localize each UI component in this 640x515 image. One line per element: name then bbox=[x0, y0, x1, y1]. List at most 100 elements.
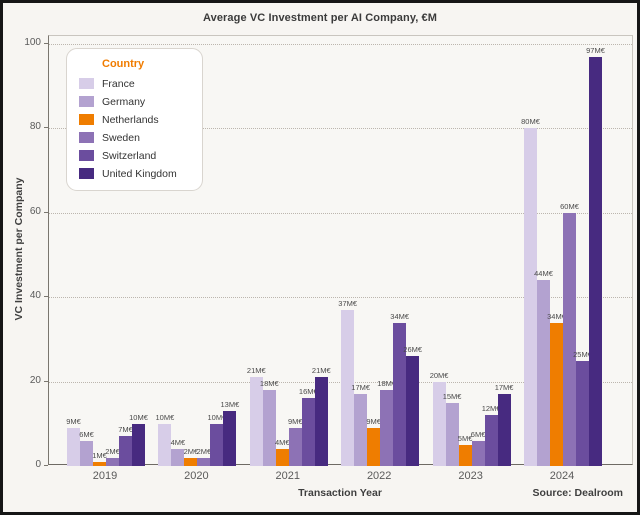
legend-swatch bbox=[79, 78, 94, 89]
bar bbox=[119, 436, 132, 466]
x-tick-label: 2020 bbox=[184, 470, 209, 482]
bar bbox=[432, 381, 446, 466]
bar-value-label: 18M€ bbox=[259, 379, 279, 389]
bar bbox=[458, 444, 472, 466]
legend-swatch bbox=[79, 96, 94, 107]
legend-item-label: Germany bbox=[102, 95, 146, 108]
bar bbox=[301, 398, 315, 466]
bar bbox=[497, 394, 511, 466]
bar bbox=[354, 394, 368, 466]
y-axis-title: VC Investment per Company bbox=[13, 177, 25, 321]
bar-value-label: 9M€ bbox=[366, 417, 381, 427]
bar-value-label: 2M€ bbox=[105, 446, 120, 456]
legend-swatch bbox=[79, 132, 94, 143]
legend-swatch bbox=[79, 168, 94, 179]
bar bbox=[158, 423, 172, 466]
gridline bbox=[49, 44, 632, 45]
chart-title: Average VC Investment per AI Company, €M bbox=[202, 12, 438, 24]
bar-value-label: 18M€ bbox=[377, 379, 397, 389]
legend-item: Switzerland bbox=[79, 149, 192, 162]
bar bbox=[589, 56, 602, 466]
bar bbox=[550, 322, 563, 466]
y-tick-label: 60 bbox=[29, 205, 41, 217]
bar-value-label: 5M€ bbox=[457, 433, 473, 443]
bar-value-label: 2M€ bbox=[196, 446, 212, 456]
bar-value-label: 2M€ bbox=[183, 446, 199, 456]
legend-swatch bbox=[79, 114, 94, 125]
y-tick-mark bbox=[44, 380, 48, 382]
bar-value-label: 80M€ bbox=[521, 117, 540, 127]
legend-item-label: France bbox=[102, 77, 135, 90]
x-tick-label: 2021 bbox=[275, 470, 301, 482]
bar-value-label: 10M€ bbox=[155, 412, 175, 422]
x-tick-label: 2023 bbox=[458, 470, 483, 482]
bar bbox=[524, 128, 537, 466]
x-tick-label: 2019 bbox=[92, 470, 118, 482]
bar bbox=[93, 461, 106, 466]
gridline bbox=[49, 381, 632, 383]
legend-item: Germany bbox=[79, 95, 192, 108]
bar-value-label: 4M€ bbox=[170, 438, 186, 448]
bar bbox=[445, 402, 459, 466]
bar-value-label: 34M€ bbox=[547, 311, 566, 321]
bar bbox=[249, 377, 263, 466]
bar bbox=[576, 360, 589, 466]
bar-value-label: 16M€ bbox=[298, 387, 318, 397]
source-credit: Source: Dealroom bbox=[532, 487, 623, 499]
bar-value-label: 7M€ bbox=[118, 425, 133, 435]
bar-value-label: 60M€ bbox=[560, 201, 579, 211]
legend-items: France Germany Netherlands Sweden Switzerlan… bbox=[79, 77, 192, 180]
bar-value-label: 1M€ bbox=[92, 450, 107, 460]
bar bbox=[367, 428, 381, 466]
bar-value-label: 26M€ bbox=[403, 345, 423, 355]
y-tick-label: 40 bbox=[29, 290, 41, 302]
x-tick-label: 2022 bbox=[366, 470, 392, 482]
bar-value-label: 10M€ bbox=[129, 412, 148, 422]
legend: Country France Germany Netherlands Sweden Sw… bbox=[66, 48, 203, 191]
bar-value-label: 13M€ bbox=[220, 400, 240, 410]
gridline bbox=[49, 212, 632, 214]
bar-value-label: 25M€ bbox=[573, 349, 592, 359]
bar bbox=[106, 457, 119, 466]
bar bbox=[80, 440, 93, 466]
bar-value-label: 12M€ bbox=[481, 404, 501, 414]
legend-item: France bbox=[79, 77, 192, 90]
bar-value-label: 9M€ bbox=[66, 417, 81, 427]
bar-value-label: 6M€ bbox=[79, 429, 94, 439]
legend-item-label: United Kingdom bbox=[102, 167, 177, 180]
bar bbox=[275, 449, 289, 466]
legend-title: Country bbox=[102, 58, 145, 70]
plot-area: 9M€ 6M€ 1M€ 2M€ 7M€ 10M€ 10M€ 4M€ 2M€ 2M€ 10M€ 13M€… bbox=[48, 35, 633, 466]
y-tick-label: 80 bbox=[29, 121, 41, 133]
legend-item: United Kingdom bbox=[79, 167, 192, 180]
bar-value-label: 6M€ bbox=[470, 429, 486, 439]
gridline bbox=[49, 297, 632, 299]
bar bbox=[406, 356, 420, 466]
y-tick-mark bbox=[44, 465, 48, 466]
bar-value-label: 37M€ bbox=[338, 298, 358, 308]
bar bbox=[262, 390, 276, 466]
bar bbox=[471, 440, 485, 466]
bar bbox=[380, 390, 394, 466]
bar bbox=[314, 377, 328, 466]
bar-value-label: 21M€ bbox=[311, 366, 331, 376]
bar bbox=[563, 212, 576, 466]
x-axis-title: Transaction Year bbox=[298, 487, 382, 499]
bar bbox=[210, 423, 224, 466]
bar-value-label: 20M€ bbox=[429, 370, 449, 380]
y-tick-mark bbox=[44, 43, 48, 44]
legend-item-label: Sweden bbox=[102, 131, 140, 144]
bar bbox=[132, 423, 145, 466]
x-tick-label: 2024 bbox=[549, 470, 575, 482]
y-tick-mark bbox=[44, 296, 48, 298]
y-tick-label: 0 bbox=[35, 459, 41, 470]
bar-value-label: 4M€ bbox=[275, 438, 290, 448]
legend-item-label: Switzerland bbox=[102, 149, 157, 162]
bar bbox=[393, 322, 407, 466]
legend-item: Netherlands bbox=[79, 113, 192, 126]
bar bbox=[341, 309, 355, 466]
bar-value-label: 15M€ bbox=[442, 391, 462, 401]
bar-value-label: 34M€ bbox=[390, 311, 410, 321]
bar bbox=[288, 428, 302, 466]
bar-value-label: 97M€ bbox=[586, 45, 605, 55]
